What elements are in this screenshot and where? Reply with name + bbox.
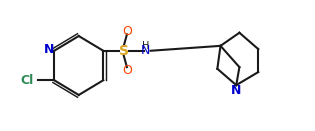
Text: Cl: Cl: [20, 74, 34, 87]
Text: S: S: [119, 44, 129, 58]
Text: N: N: [141, 44, 151, 57]
Text: N: N: [44, 43, 55, 56]
Text: O: O: [122, 25, 132, 38]
Text: N: N: [231, 84, 241, 97]
Text: H: H: [142, 41, 150, 51]
Text: O: O: [122, 64, 132, 77]
